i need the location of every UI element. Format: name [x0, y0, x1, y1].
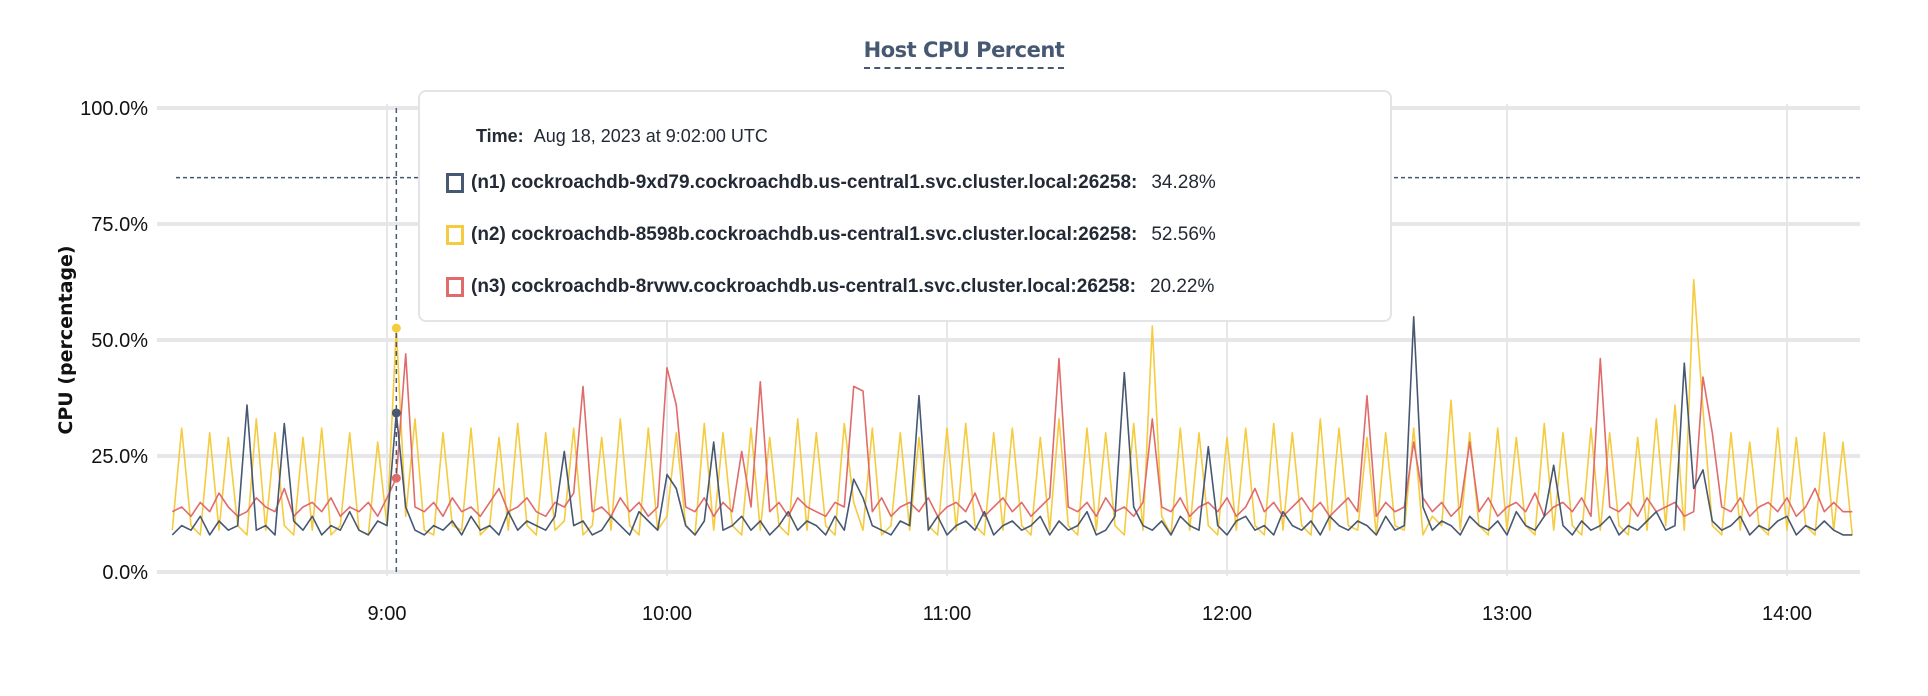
y-tick-label: 0.0%	[102, 562, 148, 584]
y-tick-label: 25.0%	[91, 446, 148, 468]
y-tick-label: 50.0%	[91, 330, 148, 352]
series-line-n2[interactable]	[171, 278, 1854, 536]
hover-point-n3	[391, 473, 401, 483]
chart-title-wrap: Host CPU Percent	[0, 38, 1928, 69]
tooltip-row-n1: (n1) cockroachdb-9xd79.cockroachdb.us-ce…	[446, 172, 1216, 194]
y-axis-label: CPU (percentage)	[55, 245, 77, 434]
tooltip-series-name: (n3) cockroachdb-8rvwv.cockroachdb.us-ce…	[471, 276, 1136, 297]
tooltip-row-n2: (n2) cockroachdb-8598b.cockroachdb.us-ce…	[446, 224, 1216, 246]
legend-swatch-icon	[446, 173, 464, 193]
x-tick-label: 11:00	[923, 603, 972, 625]
chart-title[interactable]: Host CPU Percent	[863, 38, 1065, 69]
y-tick-label: 100.0%	[80, 98, 148, 120]
x-tick-label: 9:00	[368, 603, 407, 625]
legend-swatch-icon	[446, 277, 464, 297]
tooltip-series-name: (n1) cockroachdb-9xd79.cockroachdb.us-ce…	[471, 172, 1138, 193]
x-tick-label: 10:00	[642, 603, 692, 625]
series-line-n3[interactable]	[171, 353, 1853, 518]
tooltip-time-value: Aug 18, 2023 at 9:02:00 UTC	[533, 126, 768, 146]
tooltip-row-n3: (n3) cockroachdb-8rvwv.cockroachdb.us-ce…	[446, 276, 1214, 298]
x-tick-label: 12:00	[1202, 603, 1252, 625]
x-tick-label: 14:00	[1762, 603, 1812, 625]
series-line-n1[interactable]	[171, 315, 1853, 536]
legend-swatch-icon	[446, 225, 464, 245]
hover-point-n1	[391, 408, 401, 418]
hover-point-n2	[391, 323, 401, 333]
tooltip-series-value: 34.28%	[1151, 172, 1216, 193]
tooltip-time: Time: Aug 18, 2023 at 9:02:00 UTC	[476, 126, 768, 147]
tooltip-series-value: 52.56%	[1151, 224, 1216, 245]
y-tick-label: 75.0%	[91, 214, 148, 236]
x-tick-label: 13:00	[1482, 603, 1532, 625]
tooltip-time-label: Time:	[476, 126, 524, 146]
tooltip-series-value: 20.22%	[1149, 276, 1215, 297]
hover-tooltip: Time: Aug 18, 2023 at 9:02:00 UTC (n1) co…	[418, 90, 1392, 322]
tooltip-series-name: (n2) cockroachdb-8598b.cockroachdb.us-ce…	[471, 224, 1138, 245]
